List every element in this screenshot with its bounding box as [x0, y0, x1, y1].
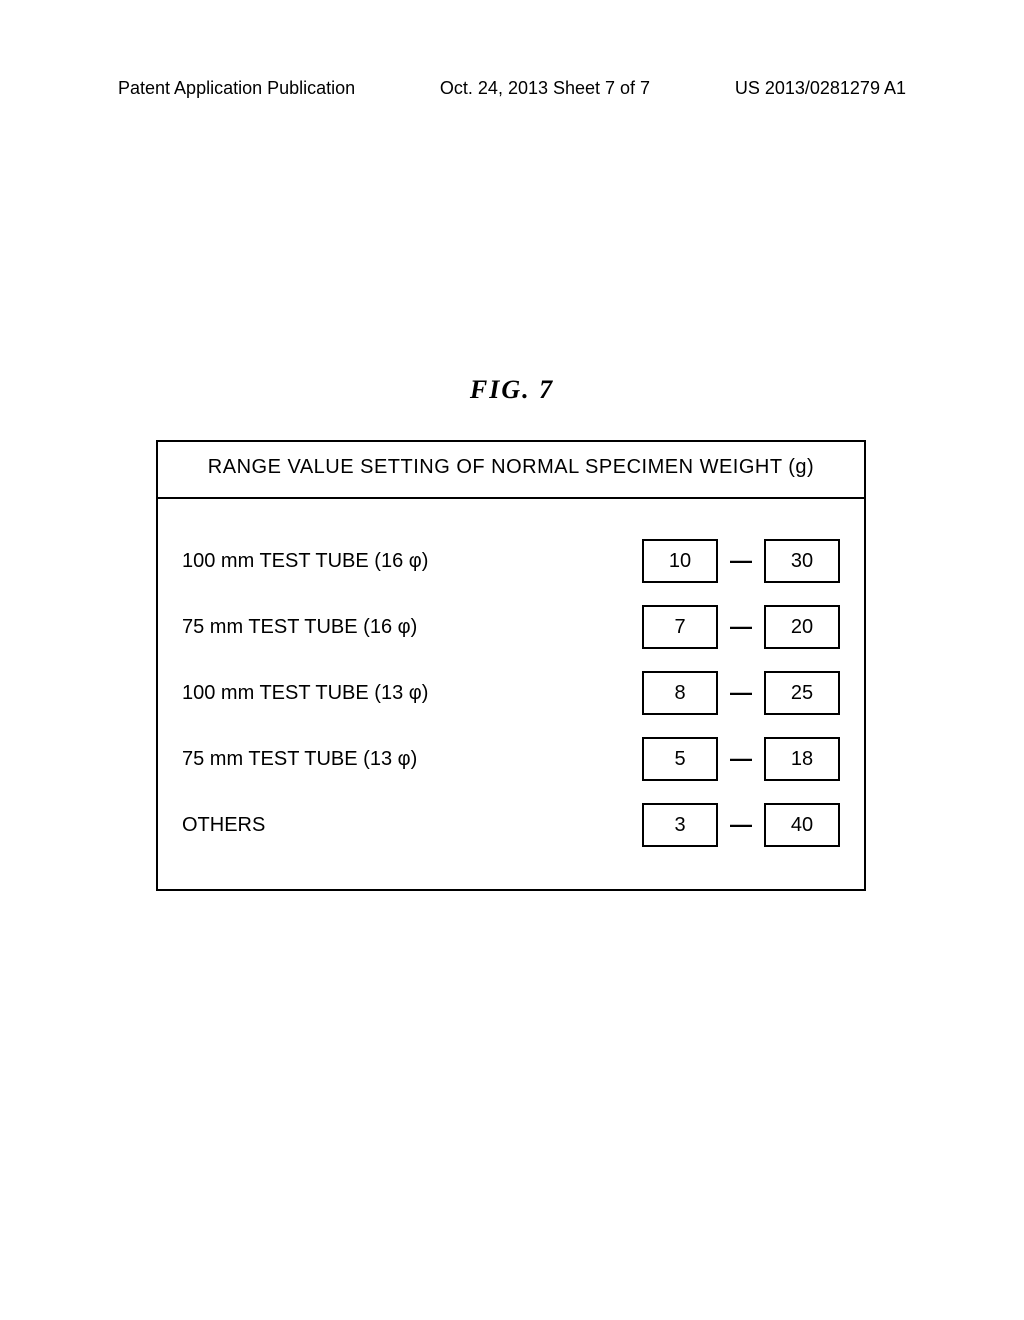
row-label: 100 mm TEST TUBE (16 φ) [182, 550, 428, 573]
range-dash-icon: — [730, 548, 752, 574]
range-dash-icon: — [730, 614, 752, 640]
range-dash-icon: — [730, 812, 752, 838]
min-value-input[interactable]: 7 [642, 605, 718, 649]
header-publication-number: US 2013/0281279 A1 [735, 78, 906, 99]
table-row: 75 mm TEST TUBE (13 φ) 5 — 18 [182, 737, 840, 781]
table-row: 100 mm TEST TUBE (16 φ) 10 — 30 [182, 539, 840, 583]
max-value-input[interactable]: 40 [764, 803, 840, 847]
range-dash-icon: — [730, 680, 752, 706]
row-label: 75 mm TEST TUBE (13 φ) [182, 748, 417, 771]
range-group: 10 — 30 [642, 539, 840, 583]
table-row: 75 mm TEST TUBE (16 φ) 7 — 20 [182, 605, 840, 649]
min-value-input[interactable]: 8 [642, 671, 718, 715]
range-group: 7 — 20 [642, 605, 840, 649]
header-date-sheet: Oct. 24, 2013 Sheet 7 of 7 [440, 78, 650, 99]
header-publication: Patent Application Publication [118, 78, 355, 99]
max-value-input[interactable]: 20 [764, 605, 840, 649]
min-value-input[interactable]: 3 [642, 803, 718, 847]
max-value-input[interactable]: 30 [764, 539, 840, 583]
range-group: 3 — 40 [642, 803, 840, 847]
range-group: 8 — 25 [642, 671, 840, 715]
panel-title: RANGE VALUE SETTING OF NORMAL SPECIMEN W… [158, 442, 864, 499]
min-value-input[interactable]: 10 [642, 539, 718, 583]
max-value-input[interactable]: 18 [764, 737, 840, 781]
range-dash-icon: — [730, 746, 752, 772]
min-value-input[interactable]: 5 [642, 737, 718, 781]
range-group: 5 — 18 [642, 737, 840, 781]
table-row: 100 mm TEST TUBE (13 φ) 8 — 25 [182, 671, 840, 715]
max-value-input[interactable]: 25 [764, 671, 840, 715]
settings-panel: RANGE VALUE SETTING OF NORMAL SPECIMEN W… [156, 440, 866, 891]
table-row: OTHERS 3 — 40 [182, 803, 840, 847]
row-label: 75 mm TEST TUBE (16 φ) [182, 616, 417, 639]
panel-body: 100 mm TEST TUBE (16 φ) 10 — 30 75 mm TE… [158, 499, 864, 889]
page-header: Patent Application Publication Oct. 24, … [0, 78, 1024, 99]
figure-label: FIG. 7 [0, 375, 1024, 405]
row-label: OTHERS [182, 814, 265, 837]
row-label: 100 mm TEST TUBE (13 φ) [182, 682, 428, 705]
